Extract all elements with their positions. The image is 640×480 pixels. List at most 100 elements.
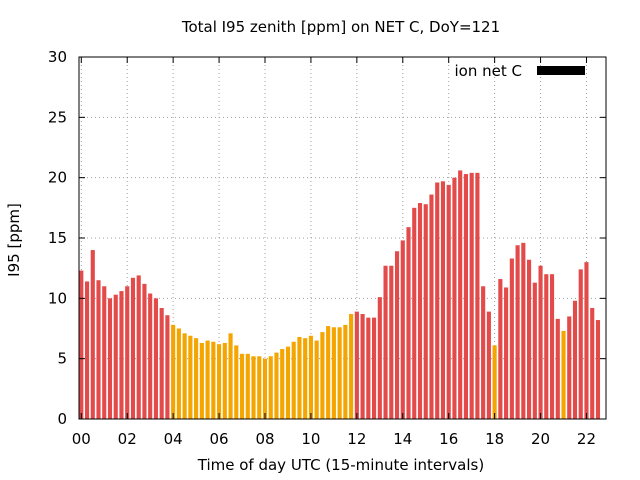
x-tick-label: 06 xyxy=(210,430,229,448)
x-tick-label: 20 xyxy=(531,430,550,448)
bar xyxy=(297,336,302,419)
bar xyxy=(84,281,90,419)
bar xyxy=(320,332,325,419)
bar xyxy=(463,174,468,419)
bar xyxy=(217,344,222,419)
legend-label: ion net C xyxy=(455,62,522,80)
bar xyxy=(291,341,296,419)
bar xyxy=(515,245,520,419)
plot-frame xyxy=(78,56,607,420)
bar xyxy=(136,275,141,419)
bar xyxy=(326,326,331,419)
bar xyxy=(211,341,216,419)
bar xyxy=(343,324,348,419)
bar xyxy=(199,342,204,419)
bar xyxy=(194,338,199,419)
bar xyxy=(165,315,170,419)
bar xyxy=(285,346,291,419)
x-tick-label: 18 xyxy=(485,430,504,448)
bar xyxy=(498,279,503,419)
bar xyxy=(549,274,555,419)
x-tick-label: 02 xyxy=(118,430,137,448)
bar xyxy=(492,345,497,419)
bar xyxy=(389,265,394,419)
bar xyxy=(245,353,250,419)
bar xyxy=(107,298,113,419)
bar xyxy=(377,297,382,419)
y-tick-label: 25 xyxy=(48,108,67,126)
bar xyxy=(481,286,486,419)
bar xyxy=(532,282,537,419)
bar xyxy=(578,269,583,419)
bar-series xyxy=(79,170,601,419)
bar xyxy=(521,242,526,419)
bar xyxy=(303,338,308,419)
bar xyxy=(234,345,239,419)
bar xyxy=(440,181,446,419)
bar xyxy=(153,298,158,419)
bar xyxy=(446,184,451,419)
bar xyxy=(331,327,336,419)
bar xyxy=(257,356,262,419)
bar xyxy=(544,274,549,419)
bar xyxy=(79,270,84,419)
bar xyxy=(360,314,365,419)
bar xyxy=(251,356,256,419)
bar xyxy=(182,333,187,419)
bar xyxy=(349,314,354,419)
bar xyxy=(429,194,434,419)
bar xyxy=(538,265,543,419)
x-tick-label: 14 xyxy=(393,430,412,448)
grid-lines xyxy=(79,57,606,419)
x-axis-ticks: 00 02 04 06 08 10 12 14 16 18 20 22 xyxy=(72,57,596,448)
bar xyxy=(119,291,124,419)
bar xyxy=(561,330,566,419)
y-tick-label: 0 xyxy=(57,410,67,428)
bar xyxy=(102,286,107,419)
bar xyxy=(595,320,601,419)
x-tick-label: 12 xyxy=(347,430,366,448)
bar xyxy=(509,258,514,419)
bar xyxy=(308,335,313,419)
bar xyxy=(90,250,95,419)
bar xyxy=(188,335,193,419)
bar xyxy=(268,356,273,419)
x-tick-label: 22 xyxy=(577,430,596,448)
bar xyxy=(171,324,176,419)
bar xyxy=(567,316,572,419)
x-tick-label: 00 xyxy=(72,430,91,448)
bar xyxy=(372,317,377,419)
y-axis-ticks: 0 5 10 15 20 25 30 xyxy=(48,48,606,428)
bar xyxy=(572,300,578,419)
bar xyxy=(504,287,509,419)
bar xyxy=(228,333,233,419)
bar xyxy=(337,327,342,419)
bar xyxy=(452,177,457,419)
bar xyxy=(280,349,285,419)
x-axis-label: Time of day UTC (15-minute intervals) xyxy=(197,456,484,474)
bar xyxy=(113,294,118,419)
bar xyxy=(96,280,101,419)
y-tick-label: 5 xyxy=(57,350,67,368)
bar xyxy=(590,307,595,419)
bar xyxy=(400,240,405,419)
legend-swatch xyxy=(537,66,585,75)
bar xyxy=(314,340,319,419)
y-tick-label: 30 xyxy=(48,48,67,66)
bar xyxy=(274,352,279,419)
bar xyxy=(458,170,463,419)
bar xyxy=(435,182,440,419)
bar xyxy=(584,262,589,419)
bar xyxy=(354,311,359,419)
bar xyxy=(406,227,411,419)
y-tick-label: 20 xyxy=(48,169,67,187)
chart-title: Total I95 zenith [ppm] on NET C, DoY=121 xyxy=(181,18,500,36)
bar xyxy=(159,307,164,419)
legend: ion net C xyxy=(455,62,585,80)
bar xyxy=(394,251,400,419)
bar xyxy=(130,277,136,419)
x-tick-label: 10 xyxy=(301,430,320,448)
bar xyxy=(148,293,153,419)
bar xyxy=(417,203,423,419)
